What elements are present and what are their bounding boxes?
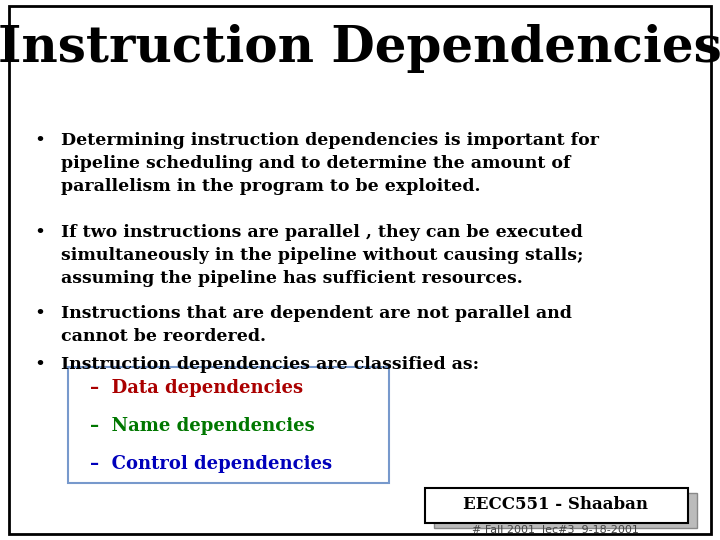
Text: Instruction dependencies are classified as:: Instruction dependencies are classified … bbox=[61, 356, 480, 373]
Text: If two instructions are parallel , they can be executed
simultaneously in the pi: If two instructions are parallel , they … bbox=[61, 224, 584, 287]
Bar bbox=[68, 367, 389, 483]
Text: •: • bbox=[34, 132, 45, 150]
Text: EECC551 - Shaaban: EECC551 - Shaaban bbox=[464, 496, 648, 512]
Bar bbox=[434, 493, 697, 528]
Text: Determining instruction dependencies is important for
pipeline scheduling and to: Determining instruction dependencies is … bbox=[61, 132, 599, 195]
Bar bbox=[425, 488, 688, 523]
Text: •: • bbox=[34, 356, 45, 374]
Text: # Fall 2001  lec#3  9-18-2001: # Fall 2001 lec#3 9-18-2001 bbox=[472, 525, 639, 535]
Text: –  Data dependencies: – Data dependencies bbox=[90, 379, 303, 397]
Text: Instructions that are dependent are not parallel and
cannot be reordered.: Instructions that are dependent are not … bbox=[61, 305, 572, 345]
Text: Instruction Dependencies: Instruction Dependencies bbox=[0, 24, 720, 73]
Text: –  Control dependencies: – Control dependencies bbox=[90, 455, 332, 472]
Text: •: • bbox=[34, 305, 45, 323]
Text: •: • bbox=[34, 224, 45, 242]
Text: –  Name dependencies: – Name dependencies bbox=[90, 417, 315, 435]
